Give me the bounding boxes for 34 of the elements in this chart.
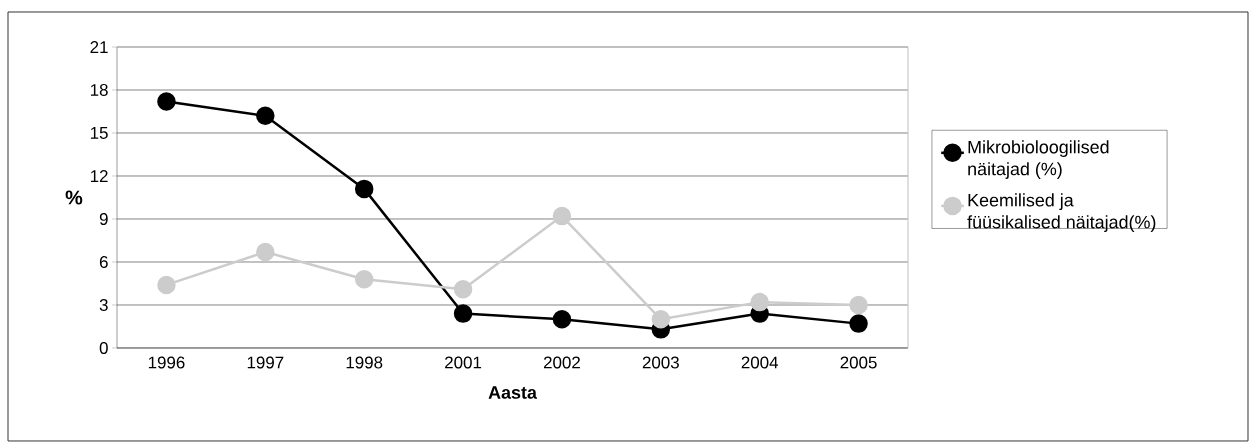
x-tick-label: 2002 <box>543 356 580 369</box>
y-tick-label: 18 <box>90 83 108 96</box>
y-tick-label: 15 <box>90 127 108 139</box>
point <box>453 304 473 323</box>
legend-label: Mikrobioloogilised näitajad (%) <box>968 140 1109 179</box>
x-tick-label: 2001 <box>445 356 482 369</box>
point <box>157 275 176 295</box>
point <box>849 295 868 315</box>
x-tick-label: 1998 <box>346 356 383 369</box>
point <box>552 206 572 226</box>
x-axis-title: Aasta <box>488 386 538 399</box>
point <box>849 314 868 333</box>
point <box>256 106 275 126</box>
point <box>651 310 671 329</box>
point <box>354 269 374 289</box>
x-tick-label: 1997 <box>247 356 284 369</box>
x-tick-label: 1996 <box>148 356 185 369</box>
y-tick-label: 0 <box>99 341 108 354</box>
x-tick-label: 2004 <box>741 356 779 369</box>
point <box>354 179 374 199</box>
point <box>157 92 176 111</box>
point <box>256 242 275 262</box>
x-tick-label: 2003 <box>642 356 679 369</box>
point <box>552 310 572 329</box>
y-tick-label: 9 <box>99 212 108 225</box>
y-tick-label: 3 <box>99 298 108 311</box>
legend-label: Keemilised ja füüsikalised näitajad(%) <box>967 193 1156 232</box>
point <box>750 292 769 312</box>
y-tick-label: 6 <box>99 255 108 268</box>
point <box>453 279 473 299</box>
y-tick-label: 12 <box>90 170 108 182</box>
x-tick-label: 2005 <box>840 356 877 369</box>
y-axis-title: % <box>65 190 83 205</box>
y-tick-label: 21 <box>90 41 108 53</box>
